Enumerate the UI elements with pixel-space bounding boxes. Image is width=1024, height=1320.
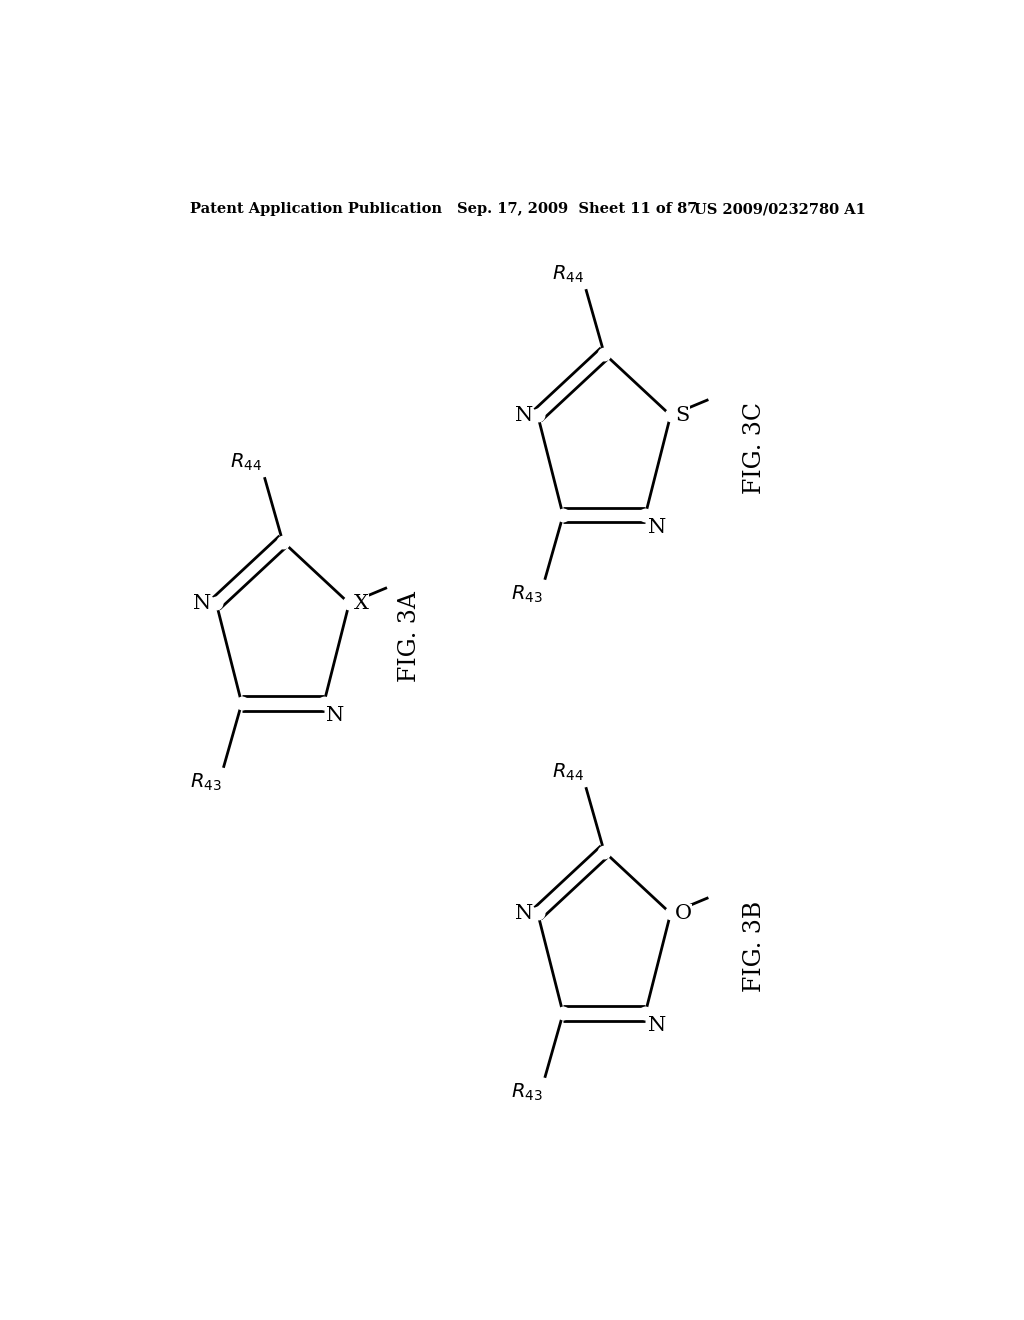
Text: Patent Application Publication: Patent Application Publication <box>189 202 442 216</box>
Text: $R_{44}$: $R_{44}$ <box>552 264 584 285</box>
Text: N: N <box>327 706 344 726</box>
Text: US 2009/0232780 A1: US 2009/0232780 A1 <box>694 202 866 216</box>
Text: $R_{43}$: $R_{43}$ <box>511 1081 543 1102</box>
Text: N: N <box>647 519 666 537</box>
Text: N: N <box>515 904 532 923</box>
Text: FIG. 3A: FIG. 3A <box>398 590 421 681</box>
Text: S: S <box>676 405 689 425</box>
Text: N: N <box>194 594 212 612</box>
Text: O: O <box>676 904 692 923</box>
Text: $R_{44}$: $R_{44}$ <box>230 453 262 474</box>
Text: FIG. 3C: FIG. 3C <box>743 403 766 494</box>
Text: N: N <box>515 405 532 425</box>
Text: $R_{44}$: $R_{44}$ <box>552 762 584 784</box>
Text: Sep. 17, 2009  Sheet 11 of 87: Sep. 17, 2009 Sheet 11 of 87 <box>458 202 697 216</box>
Text: X: X <box>354 594 369 612</box>
Text: $R_{43}$: $R_{43}$ <box>189 771 221 793</box>
Text: N: N <box>647 1016 666 1035</box>
Text: FIG. 3B: FIG. 3B <box>743 900 766 991</box>
Text: $R_{43}$: $R_{43}$ <box>511 583 543 605</box>
